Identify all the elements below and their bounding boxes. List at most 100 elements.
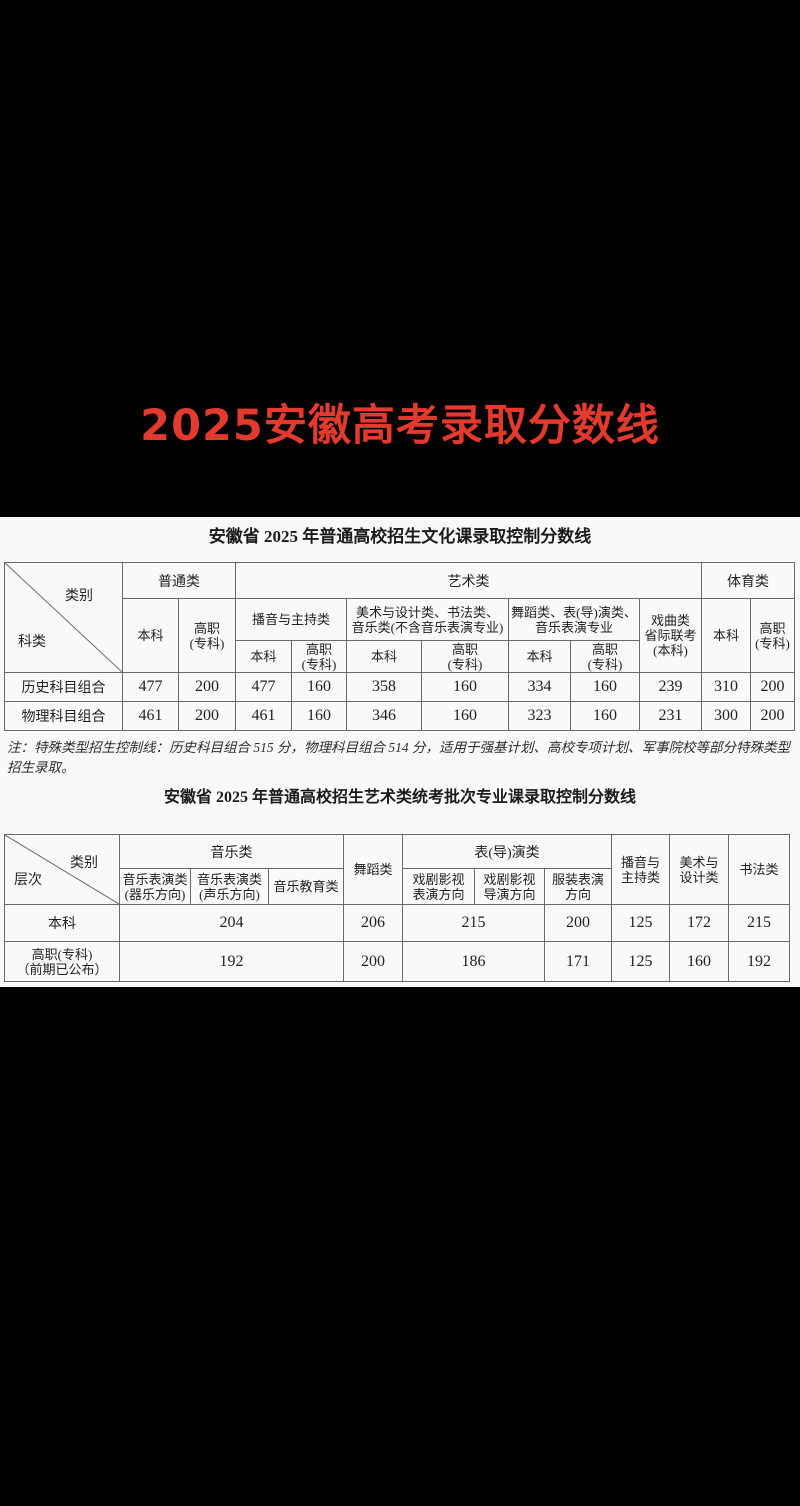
table-row-physics: 物理科目组合 461 200 461 160 346 160 323 160 2… bbox=[4, 701, 796, 731]
corner-label-subject: 科类 bbox=[18, 635, 46, 650]
header-line: 音乐表演专业 bbox=[534, 619, 613, 635]
score-cell: 300 bbox=[701, 701, 752, 731]
row-label-line: （前期已公布） bbox=[16, 961, 108, 977]
header-fashion-show: 服装表演 方向 bbox=[544, 868, 613, 905]
header-music-instrumental: 音乐表演类 (器乐方向) bbox=[119, 868, 191, 905]
special-admission-note: 注：特殊类型招生控制线：历史科目组合 515 分，物理科目组合 514 分，适用… bbox=[7, 738, 793, 778]
score-cell: 200 bbox=[343, 941, 404, 982]
score-cell: 206 bbox=[343, 904, 404, 942]
row-label-line: 高职(专科) bbox=[31, 946, 93, 962]
header-line: 美术与 bbox=[679, 854, 719, 870]
header-opera-interprovincial: 戏曲类 省际联考 (本科) bbox=[638, 598, 703, 673]
note-line: 招生录取。 bbox=[7, 760, 75, 775]
header-sub-gaozhi: 高职 (专科) bbox=[291, 640, 347, 673]
header-sports-benke: 本科 bbox=[701, 598, 752, 673]
art-exam-score-table: 类别 层次 音乐类 舞蹈类 表(导)演类 播音与 主持类 美术与 设计类 书法类 bbox=[4, 834, 791, 982]
score-cell: 125 bbox=[611, 904, 671, 942]
score-cell: 239 bbox=[638, 672, 703, 702]
header-dance: 舞蹈类 bbox=[343, 834, 404, 905]
header-acting-group: 表(导)演类 bbox=[402, 834, 613, 869]
row-label: 历史科目组合 bbox=[4, 672, 123, 702]
row-label: 物理科目组合 bbox=[4, 701, 123, 731]
score-cell: 358 bbox=[346, 672, 422, 702]
header-line: 方向 bbox=[565, 886, 592, 902]
score-cell: 231 bbox=[638, 701, 703, 731]
header-line: 高职 bbox=[305, 641, 332, 657]
art-table-title: 安徽省 2025 年普通高校招生艺术类统考批次专业课录取控制分数线 bbox=[163, 789, 636, 806]
header-general-benke: 本科 bbox=[122, 598, 179, 673]
header-line: (专科) bbox=[189, 635, 225, 651]
score-cell: 461 bbox=[122, 701, 179, 731]
table-row-benke: 本科 204 206 215 200 125 172 215 bbox=[4, 904, 791, 942]
score-cell: 200 bbox=[178, 701, 236, 731]
header-line: 导演方向 bbox=[483, 886, 536, 902]
score-cell: 323 bbox=[508, 701, 571, 731]
corner-label-level: 层次 bbox=[14, 873, 42, 888]
score-cell: 477 bbox=[235, 672, 292, 702]
corner-cell: 类别 层次 bbox=[4, 834, 120, 905]
header-general-gaozhi: 高职 (专科) bbox=[178, 598, 236, 673]
corner-label-category: 类别 bbox=[65, 589, 93, 604]
corner-cell: 类别 科类 bbox=[4, 562, 123, 673]
header-sub-gaozhi: 高职 (专科) bbox=[570, 640, 640, 673]
score-cell: 125 bbox=[611, 941, 671, 982]
header-line: (专科) bbox=[587, 656, 623, 672]
header-drama-directing: 戏剧影视 导演方向 bbox=[474, 868, 546, 905]
content-panel: 安徽省 2025 年普通高校招生文化课录取控制分数线 类别 科类 普通类 艺术类… bbox=[0, 517, 800, 987]
header-fineart-design: 美术与 设计类 bbox=[669, 834, 730, 905]
diagonal-line bbox=[5, 563, 122, 672]
header-line: (专科) bbox=[301, 656, 337, 672]
score-cell: 200 bbox=[178, 672, 236, 702]
score-cell: 192 bbox=[118, 941, 345, 982]
header-line: 高职 bbox=[759, 620, 786, 636]
row-label: 本科 bbox=[4, 904, 120, 942]
score-cell: 215 bbox=[728, 904, 791, 942]
header-sub-benke: 本科 bbox=[508, 640, 571, 673]
score-cell: 172 bbox=[669, 904, 730, 942]
header-line: 播音与 bbox=[621, 854, 661, 870]
score-cell: 310 bbox=[701, 672, 752, 702]
header-sub-gaozhi: 高职 (专科) bbox=[421, 640, 509, 673]
header-broadcast-hosting: 播音与主持类 bbox=[235, 598, 347, 641]
header-line: 设计类 bbox=[679, 869, 719, 885]
header-line: 音乐表演类 bbox=[122, 871, 188, 887]
score-cell: 461 bbox=[235, 701, 292, 731]
header-line: 戏剧影视 bbox=[412, 871, 465, 887]
header-line: 主持类 bbox=[621, 869, 661, 885]
score-cell: 160 bbox=[291, 672, 347, 702]
header-line: 美术与设计类、书法类、 bbox=[355, 604, 499, 620]
header-line: 服装表演 bbox=[552, 871, 605, 887]
score-cell: 334 bbox=[508, 672, 571, 702]
header-sub-benke: 本科 bbox=[235, 640, 292, 673]
score-cell: 215 bbox=[402, 904, 546, 942]
corner-label-category: 类别 bbox=[70, 856, 98, 871]
header-line: 音乐类(不含音乐表演专业) bbox=[351, 619, 504, 635]
header-music-vocal: 音乐表演类 (声乐方向) bbox=[190, 868, 269, 905]
header-drama-performance: 戏剧影视 表演方向 bbox=[402, 868, 476, 905]
header-line: (本科) bbox=[653, 643, 688, 658]
score-cell: 160 bbox=[421, 672, 509, 702]
header-sub-benke: 本科 bbox=[346, 640, 422, 673]
score-cell: 160 bbox=[669, 941, 730, 982]
header-sports-gaozhi: 高职 (专科) bbox=[750, 598, 796, 673]
header-line: 表演方向 bbox=[412, 886, 465, 902]
score-cell: 477 bbox=[122, 672, 179, 702]
score-cell: 171 bbox=[544, 941, 613, 982]
note-line: 注：特殊类型招生控制线：历史科目组合 515 分，物理科目组合 514 分，适用… bbox=[7, 740, 790, 755]
score-cell: 160 bbox=[570, 672, 640, 702]
score-cell: 186 bbox=[402, 941, 546, 982]
culture-table-title: 安徽省 2025 年普通高校招生文化课录取控制分数线 bbox=[208, 527, 592, 546]
header-line: 省际联考 bbox=[644, 628, 697, 643]
page-title: 2025安徽高考录取分数线 bbox=[140, 401, 660, 451]
header-line: 音乐表演类 bbox=[196, 871, 262, 887]
score-cell: 204 bbox=[118, 904, 345, 942]
header-line: 戏剧影视 bbox=[483, 871, 536, 887]
header-sports-group: 体育类 bbox=[701, 562, 796, 599]
score-cell: 160 bbox=[421, 701, 509, 731]
culture-score-table: 类别 科类 普通类 艺术类 体育类 本科 高职 (专科) 播音与主持类 美术与设… bbox=[4, 562, 796, 731]
score-cell: 160 bbox=[291, 701, 347, 731]
header-line: 舞蹈类、表(导)演类、 bbox=[511, 604, 637, 620]
header-line: 戏曲类 bbox=[651, 613, 691, 628]
score-cell: 160 bbox=[570, 701, 640, 731]
